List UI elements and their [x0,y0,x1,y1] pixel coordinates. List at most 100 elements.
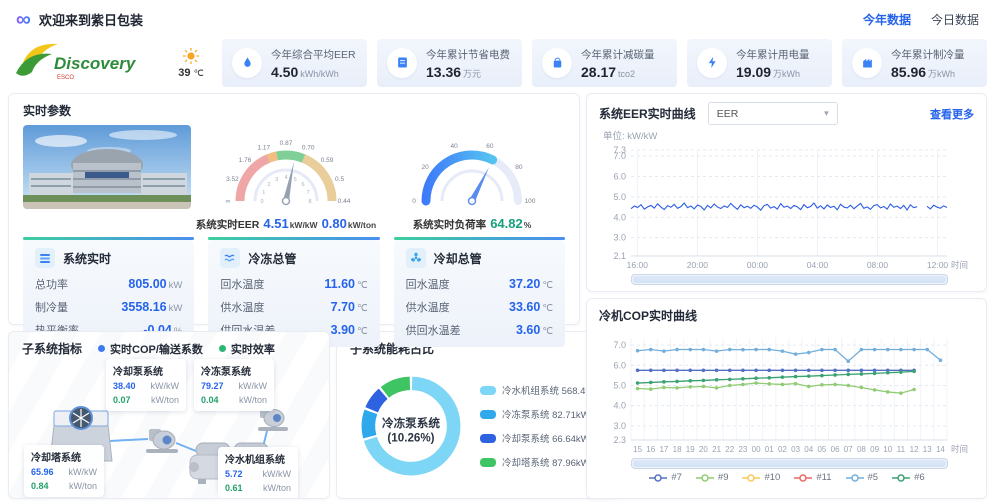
panel-title-eer-curve: 系统EER实时曲线 [599,107,696,121]
metric-card-cooling-water: 冷却总管 回水温度 37.20 ℃ 供水温度 33.60 ℃ 供回水温差 3.60 ℃ [393,237,566,347]
metric-line: 总功率 805.00 kW [35,276,183,291]
nav-this-year-data[interactable]: 今年数据 [862,12,911,27]
svg-text:18: 18 [673,445,682,454]
carbon-bag-icon [542,47,572,78]
svg-text:14: 14 [936,445,945,454]
svg-text:00:00: 00:00 [747,260,769,270]
legend-cop: 实时COP/输送系数 [98,341,203,357]
company-logo: Discovery ESCO [8,38,160,87]
page-title: 欢迎来到紫日包装 [38,12,143,28]
stat-card-carbon: 今年累计减碳量 28.17 tco2 [532,38,677,87]
node-card-cooling-pump: 冷却泵系统 38.40 kW/kW 0.07 kW/ton [106,359,186,411]
brand-name: Discovery [54,54,137,73]
discovery-logo-icon: Discovery ESCO [16,43,137,81]
legend-item[interactable]: 冷水机组系统 568.49kW [480,383,604,397]
svg-text:时间: 时间 [951,260,968,270]
metric-line: 制冷量 3558.16 kW [35,299,183,314]
data-range-nav: 今年数据 今日数据 [863,11,979,28]
stat-value: 28.17 tco2 [581,63,636,80]
stat-value: 85.96 万kWh [891,63,956,80]
left-column: 实时参数 [8,93,619,499]
svg-text:08: 08 [857,445,866,454]
svg-text:4: 4 [284,175,287,181]
swatch-icon [480,433,496,443]
sun-icon [182,47,200,64]
building-photo [23,125,191,209]
subsystem-indicators-panel: 子系统指标 实时COP/输送系数 实时效率 [8,331,330,499]
legend-item[interactable]: #9 [695,472,728,483]
metric-select-dropdown[interactable]: EER ▾ [707,102,838,125]
legend-item[interactable]: #11 [793,472,832,483]
svg-text:0.70: 0.70 [302,144,315,151]
svg-text:03: 03 [791,445,800,454]
svg-text:0.87: 0.87 [280,140,293,147]
stat-card-electricity: 今年累计用电量 19.09 万kWh [687,38,832,87]
cop-datazoom-slider[interactable] [631,458,948,469]
node-card-chiller-unit: 冷水机组系统 5.72 kW/kW 0.61 kW/ton [218,447,298,498]
svg-text:3.0: 3.0 [613,421,626,431]
legend-item[interactable]: #7 [648,472,682,483]
svg-text:20: 20 [699,445,708,454]
svg-text:4.0: 4.0 [613,401,626,411]
subsystem-legend: 实时COP/输送系数 实时效率 [98,341,275,357]
svg-text:6: 6 [301,182,304,188]
svg-text:100: 100 [525,198,536,205]
svg-text:1.76: 1.76 [239,157,252,164]
metric-title: 冷冻总管 [248,251,297,266]
svg-text:2.1: 2.1 [613,251,626,261]
nav-today-data[interactable]: 今日数据 [930,12,979,27]
efficiency-dot-icon [218,345,226,352]
stat-card-eer: 今年综合平均EER 4.50 kWh/kWh [222,38,367,87]
water-drop-icon [232,47,262,78]
svg-text:19: 19 [686,445,695,454]
energy-donut-chart: 冷冻泵系统(10.26%) [361,376,461,476]
main-content: 实时参数 [0,93,995,499]
y-axis-unit-label: 单位: kW/kW [603,131,658,142]
metric-title: 冷却总管 [433,251,482,266]
legend-item[interactable]: 冷却泵系统 66.64kW [480,431,604,445]
eer-gauge-chart: 0 123 4 567 8 ∞ 3.52 1.76 1.17 0.87 0.70 0.59 0.5 0.4… [226,140,351,206]
svg-text:80: 80 [515,164,523,171]
stat-title: 今年累计用电量 [736,48,810,61]
svg-text:4.0: 4.0 [613,212,626,222]
svg-text:16: 16 [646,445,655,454]
svg-text:3: 3 [275,177,278,183]
legend-efficiency: 实时效率 [218,341,275,357]
stat-value: 19.09 万kWh [736,63,801,80]
chevron-down-icon: ▾ [824,108,829,118]
legend-item[interactable]: #10 [741,472,780,483]
svg-text:21: 21 [712,445,721,454]
brand-tagline: ESCO [57,75,74,81]
svg-text:6.0: 6.0 [613,172,626,182]
svg-text:7: 7 [307,190,310,196]
svg-text:10: 10 [883,445,892,454]
cop-dot-icon [98,345,106,352]
svg-text:7.0: 7.0 [613,340,626,350]
svg-text:7.0: 7.0 [613,151,626,161]
legend-item[interactable]: #5 [845,472,878,483]
svg-text:11: 11 [897,445,906,454]
eer-datazoom-slider[interactable] [631,274,948,285]
topbar: ∞ 欢迎来到紫日包装 今年数据 今日数据 [0,0,995,34]
svg-text:2.3: 2.3 [613,435,626,445]
swatch-icon [480,457,496,467]
legend-item[interactable]: #6 [891,472,925,483]
svg-text:0.59: 0.59 [321,157,334,164]
eer-line-chart: 7.37.0 6.0 5.0 4.0 3.0 2.116:00 20:00 00:00 04:0… [613,145,968,270]
svg-text:40: 40 [450,143,458,150]
svg-text:1.17: 1.17 [257,144,270,151]
node-card-chilled-pump: 冷冻泵系统 79.27 kW/kW 0.04 kW/ton [194,359,274,411]
svg-text:01: 01 [765,445,774,454]
view-more-link[interactable]: 查看更多 [930,108,974,121]
equipment-diagram: 冷却泵系统 38.40 kW/kW 0.07 kW/ton 冷冻泵系统 79.27 k… [22,359,316,498]
svg-text:23: 23 [738,445,747,454]
stat-title: 今年累计制冷量 [891,48,965,61]
legend-item[interactable]: 冷冻泵系统 82.71kW [480,407,604,421]
metric-line: 回水温度 11.60 ℃ [220,276,368,291]
legend-item[interactable]: 冷却塔系统 87.96kW [480,455,604,469]
stat-value: 13.36 万元 [426,63,482,80]
svg-text:0.44: 0.44 [338,198,351,205]
